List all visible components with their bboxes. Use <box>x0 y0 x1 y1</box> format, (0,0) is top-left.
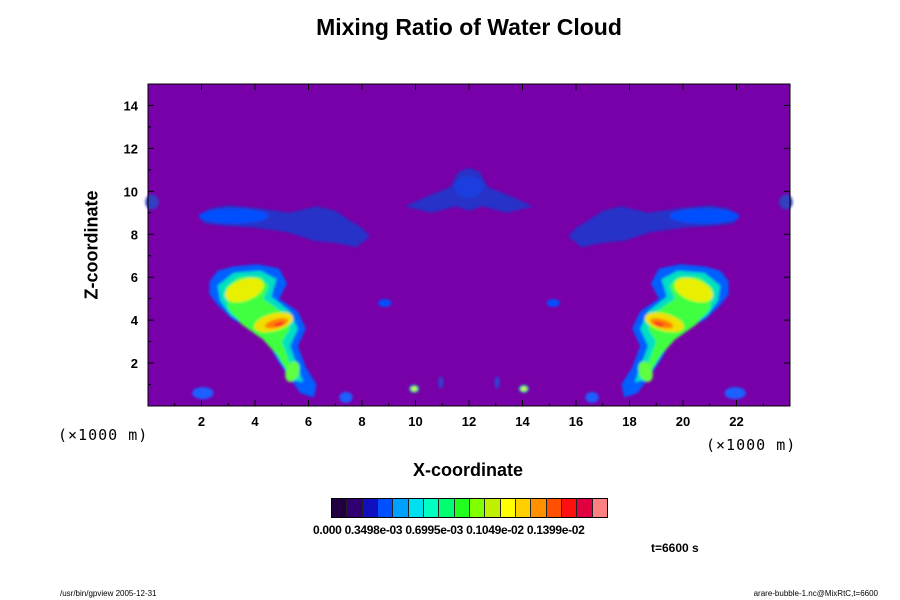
x-tick-label: 4 <box>251 414 259 429</box>
colorbar-step <box>485 499 501 517</box>
colorbar-step <box>347 499 363 517</box>
colorbar-step <box>423 499 440 517</box>
colorbar-step <box>561 499 578 517</box>
y-unit-label: (×1000 m) <box>58 426 149 444</box>
x-axis: 2 4 6 8 10 12 14 16 18 20 22 <box>174 84 764 429</box>
y-tick-label: 10 <box>124 184 138 199</box>
plume-left-yellow-a <box>225 277 264 303</box>
colorbar-step <box>393 499 409 517</box>
cell-right-bright-core <box>521 386 527 391</box>
colorbar-step <box>500 499 516 517</box>
colorbar-step <box>377 499 394 517</box>
cell-small-b <box>494 376 500 389</box>
colorbar-step <box>515 499 532 517</box>
y-tick-label: 12 <box>124 141 138 156</box>
colorbar-step <box>577 499 593 517</box>
plume-right-yellow-a <box>674 277 713 303</box>
x-tick-label: 12 <box>462 414 476 429</box>
cell-small-a <box>438 376 444 389</box>
y-tick-label: 8 <box>131 227 138 242</box>
colorbar <box>331 498 608 518</box>
colorbar-step <box>362 499 378 517</box>
x-tick-label: 14 <box>515 414 530 429</box>
cloud-dot-right <box>546 299 560 307</box>
colorbar-step <box>469 499 486 517</box>
cell-right-low <box>585 392 599 403</box>
plume-right-stem <box>638 361 653 382</box>
colorbar-step <box>439 499 455 517</box>
cloud-edge-left <box>145 194 159 210</box>
colorbar-labels: 0.000 0.3498e-03 0.6995e-03 0.1049e-02 0… <box>313 523 585 537</box>
x-tick-label: 20 <box>676 414 690 429</box>
plot-area <box>145 84 793 406</box>
cell-right-surface <box>724 387 746 400</box>
plume-left-stem <box>285 361 300 382</box>
plume-left-red <box>273 321 285 327</box>
colorbar-step <box>546 499 562 517</box>
y-tick-label: 14 <box>124 98 139 113</box>
time-label: t=6600 s <box>651 541 699 555</box>
colorbar-step <box>408 499 424 517</box>
cloud-upper-right-core <box>669 208 740 224</box>
cloud-layer <box>145 167 793 403</box>
cloud-center-core <box>454 176 484 198</box>
x-tick-label: 10 <box>408 414 422 429</box>
y-axis-label: Z-coordinate <box>81 190 102 300</box>
y-tick-label: 4 <box>131 313 139 328</box>
cloud-dot-left <box>378 299 392 307</box>
colorbar-step <box>531 499 547 517</box>
x-tick-label: 22 <box>729 414 743 429</box>
colorbar-step <box>454 499 470 517</box>
y-tick-label: 6 <box>131 270 138 285</box>
field-background <box>148 84 790 406</box>
y-tick-label: 2 <box>131 356 138 371</box>
x-unit-label: (×1000 m) <box>706 436 797 454</box>
plume-right-red <box>653 321 665 327</box>
x-tick-label: 16 <box>569 414 583 429</box>
x-tick-label: 18 <box>622 414 636 429</box>
cell-left-surface <box>192 387 214 400</box>
cell-left-low <box>339 392 353 403</box>
y-axis: 2 4 6 8 10 12 14 <box>124 98 790 386</box>
cloud-upper-left-core <box>198 208 269 224</box>
x-tick-label: 2 <box>198 414 205 429</box>
footer-source: arare-bubble-1.nc@MixRtC,t=6600 <box>753 589 878 598</box>
x-tick-label: 8 <box>358 414 365 429</box>
colorbar-step <box>592 499 607 517</box>
colorbar-step <box>332 499 348 517</box>
cell-left-bright-core <box>411 386 417 391</box>
x-axis-label: X-coordinate <box>412 460 523 480</box>
x-tick-label: 6 <box>305 414 312 429</box>
cloud-edge-right <box>779 194 793 210</box>
footer-command: /usr/bin/gpview 2005-12-31 <box>60 589 157 598</box>
chart-title: Mixing Ratio of Water Cloud <box>316 14 622 40</box>
